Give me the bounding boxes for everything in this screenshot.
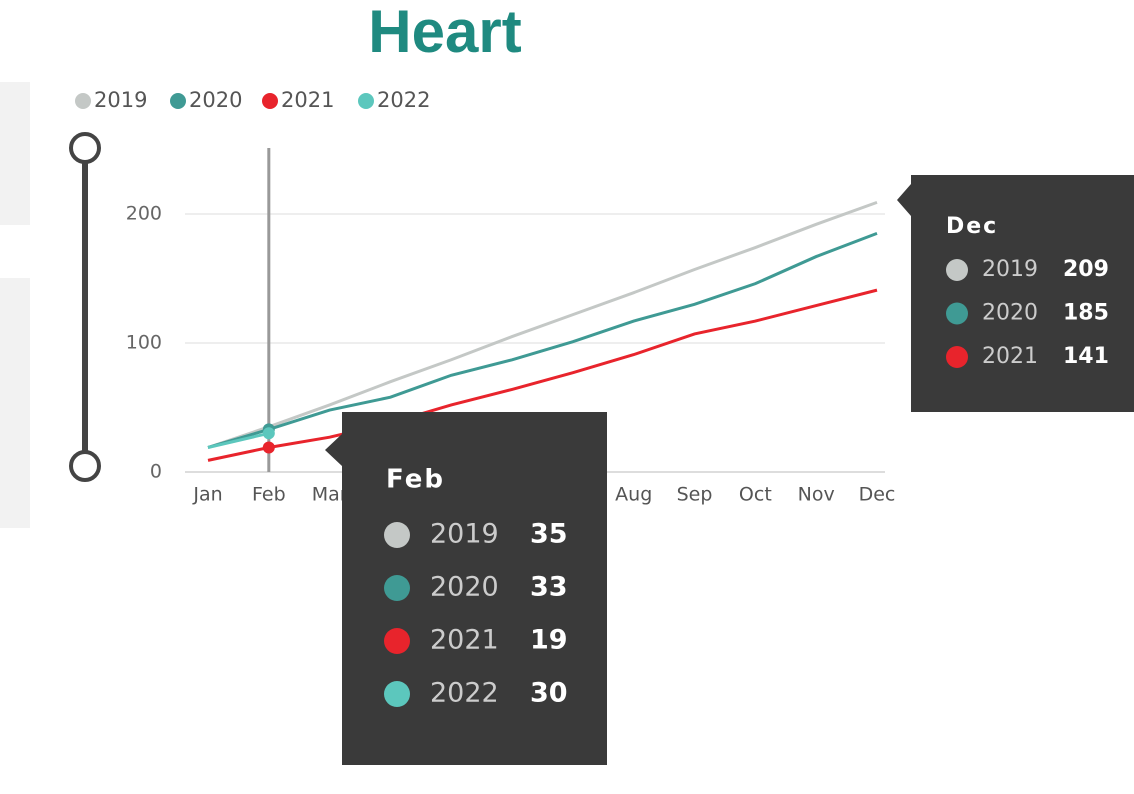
side-panel	[0, 82, 30, 225]
series-line	[207, 231, 878, 449]
slider-handle[interactable]	[69, 450, 101, 482]
legend-label: 2022	[377, 88, 430, 112]
tooltip-title: Feb	[386, 465, 445, 495]
legend-label: 2020	[189, 88, 242, 112]
tooltip-value: 35	[530, 519, 568, 550]
tooltip-swatch	[384, 681, 410, 707]
series-line	[207, 200, 878, 449]
legend-swatch	[358, 93, 374, 109]
legend-label: 2019	[94, 88, 147, 112]
chart-title: Heart	[368, 0, 521, 65]
tooltip-swatch	[384, 522, 410, 548]
slider-handle[interactable]	[69, 132, 101, 164]
tooltip-series: 2021	[982, 344, 1038, 369]
tooltip-swatch	[946, 302, 968, 325]
tooltip-title: Dec	[946, 214, 998, 239]
tooltip: Dec 2019 209 2020 185 2021 141	[897, 175, 1134, 412]
tooltip-swatch	[946, 259, 968, 281]
legend-swatch	[75, 93, 91, 109]
tooltip-series: 2022	[430, 678, 499, 709]
tooltip-series: 2020	[982, 301, 1038, 326]
tooltip-value: 185	[1063, 301, 1109, 326]
tooltip-pointer	[897, 184, 911, 216]
tooltip-series: 2020	[430, 572, 499, 603]
y-tick-label: 200	[126, 203, 162, 225]
x-tick-label: Oct	[739, 484, 772, 506]
tooltip-pointer	[325, 434, 342, 466]
tooltip-swatch	[384, 628, 410, 654]
y-tick-label: 100	[126, 332, 162, 354]
hover-dot	[262, 427, 275, 440]
x-tick-label: Aug	[615, 484, 652, 506]
tooltip-swatch	[384, 575, 410, 601]
tooltip-value: 209	[1063, 257, 1109, 282]
x-tick-label: Mar	[312, 484, 348, 506]
tooltip-value: 33	[530, 572, 568, 603]
hover-dot	[262, 441, 275, 454]
series-line	[207, 431, 270, 449]
tooltip-swatch	[946, 346, 968, 368]
tooltip-value: 19	[530, 625, 568, 656]
legend-swatch	[262, 93, 278, 109]
tooltips: Feb 2019 35 2020 33 2021 19 2022 30 Dec 2019 209 202…	[325, 175, 1134, 765]
y-tick-label: 0	[150, 461, 162, 483]
x-tick-label: Feb	[252, 484, 286, 506]
x-tick-label: Nov	[798, 484, 835, 506]
x-tick-label: Dec	[859, 484, 896, 506]
legend-swatch	[170, 93, 186, 109]
series-line	[207, 288, 878, 462]
tooltip-series: 2019	[430, 519, 499, 550]
legend-label: 2021	[281, 88, 334, 112]
tooltip: Feb 2019 35 2020 33 2021 19 2022 30	[325, 412, 607, 765]
x-tick-label: Sep	[677, 484, 713, 506]
tooltip-value: 30	[530, 678, 568, 709]
plot: 0100200JanFebMarAprMayJunJulAugSepOctNov…	[126, 148, 896, 506]
x-tick-label: Jan	[192, 484, 222, 506]
tooltip-value: 141	[1063, 344, 1109, 369]
tooltip-box	[911, 175, 1134, 412]
tooltip-series: 2021	[430, 625, 499, 656]
tooltip-series: 2019	[982, 257, 1038, 282]
side-panel	[0, 278, 30, 528]
